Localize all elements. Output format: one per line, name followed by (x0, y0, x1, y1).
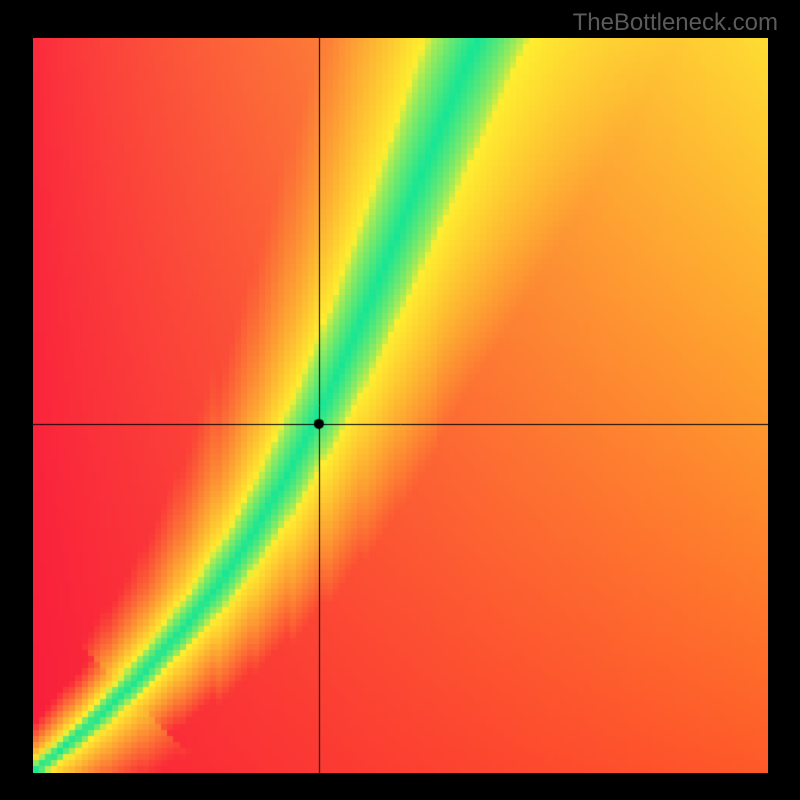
watermark-text: TheBottleneck.com (573, 9, 778, 37)
bottleneck-heatmap (33, 38, 768, 773)
chart-container: TheBottleneck.com (0, 0, 800, 800)
